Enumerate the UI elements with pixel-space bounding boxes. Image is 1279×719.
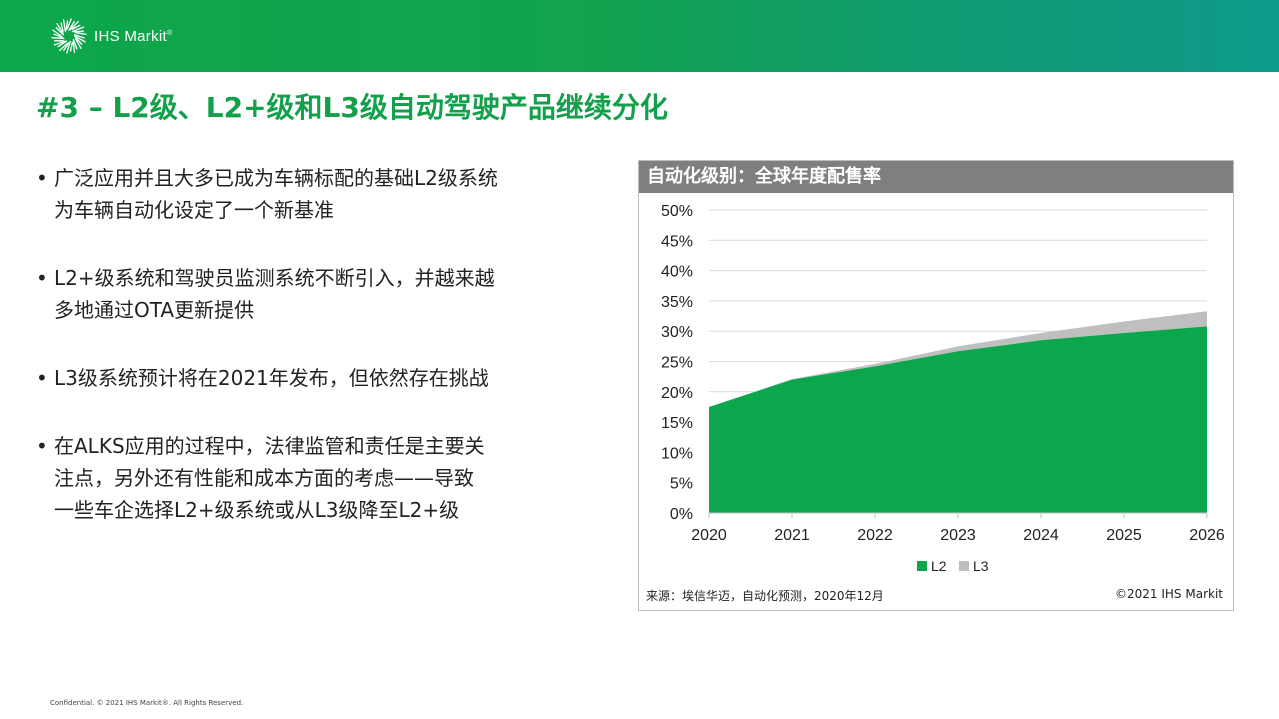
chart-copyright: ©2021 IHS Markit — [1115, 587, 1223, 601]
y-tick-label: 0% — [670, 506, 693, 523]
x-tick-label: 2020 — [691, 527, 727, 544]
bullet-item: • L3级系统预计将在2021年发布，但依然存在挑战 — [34, 362, 614, 394]
logo-ray — [74, 35, 86, 43]
y-tick-label: 20% — [661, 385, 693, 402]
slide-title: #3 – L2级、L2+级和L3级自动驾驶产品继续分化 — [36, 91, 668, 124]
x-tick-label: 2023 — [940, 527, 976, 544]
y-tick-label: 10% — [661, 445, 693, 462]
logo-ray — [53, 40, 66, 46]
bullet-item: • 广泛应用并且大多已成为车辆标配的基础L2级系统 为车辆自动化设定了一个新基准 — [34, 162, 614, 226]
legend-swatch-l2 — [917, 561, 927, 571]
logo-ray — [75, 38, 82, 49]
bullet-line: L2+级系统和驾驶员监测系统不断引入，并越来越 — [54, 266, 495, 290]
logo-ray — [74, 36, 83, 45]
legend-label-l3: L3 — [973, 558, 989, 574]
series-area-l3 — [709, 311, 1207, 407]
bullet-dot-icon: • — [36, 166, 48, 190]
bullet-item: • 在ALKS应用的过程中，法律监管和责任是主要关 注点，另外还有性能和成本方面的考… — [34, 430, 614, 526]
x-tick-label: 2026 — [1189, 527, 1225, 544]
chart-source: 来源：埃信华迈，自动化预测，2020年12月 — [646, 589, 884, 603]
x-tick-label: 2021 — [774, 527, 810, 544]
bullet-line: 注点，另外还有性能和成本方面的考虑——导致 — [54, 466, 474, 490]
logo-ray — [71, 26, 85, 33]
logo-ray — [72, 40, 76, 53]
starburst-logo-icon — [51, 18, 87, 54]
logo-ray — [51, 37, 65, 40]
bullet-line: 为车辆自动化设定了一个新基准 — [54, 198, 334, 222]
bullet-line: 一些车企选择L2+级系统或从L3级降至L2+级 — [54, 498, 460, 522]
legend-label-l2: L2 — [931, 558, 947, 574]
logo-ray — [66, 40, 71, 54]
y-tick-label: 25% — [661, 355, 693, 372]
logo-ray — [56, 23, 64, 34]
bullet-line: 多地通过OTA更新提供 — [54, 298, 255, 322]
legend-swatch-l3 — [959, 561, 969, 571]
x-tick-label: 2025 — [1106, 527, 1142, 544]
logo-ray — [60, 22, 64, 32]
y-tick-label: 50% — [661, 203, 693, 220]
y-tick-label: 35% — [661, 294, 693, 311]
logo-ray — [68, 21, 75, 31]
series-area-l2 — [709, 326, 1207, 513]
logo-ray — [59, 42, 68, 52]
chart-header: 自动化级别：全球年度配售率 — [639, 161, 1233, 193]
logo-ray — [69, 20, 79, 31]
logo-ray — [55, 27, 65, 36]
x-tick-label: 2024 — [1023, 527, 1059, 544]
logo-ray — [73, 30, 85, 33]
bullet-line: 广泛应用并且大多已成为车辆标配的基础L2级系统 — [54, 166, 498, 190]
logo-ray — [52, 29, 63, 37]
y-tick-label: 30% — [661, 324, 693, 341]
bullet-line: 在ALKS应用的过程中，法律监管和责任是主要关 — [54, 434, 485, 458]
ihs-markit-logo: IHS Markit® — [50, 16, 172, 56]
logo-ray — [62, 19, 67, 33]
logo-ray — [65, 20, 69, 31]
brand-name: IHS Markit® — [94, 27, 173, 45]
chart-panel: 自动化级别：全球年度配售率 0% 5% 10% 15% 20% 25% 30% 35% 40% 4… — [638, 160, 1234, 611]
bullet-line: L3级系统预计将在2021年发布，但依然存在挑战 — [54, 366, 489, 390]
logo-ray — [75, 32, 87, 35]
x-tick-label: 2022 — [857, 527, 893, 544]
y-tick-label: 15% — [661, 415, 693, 432]
y-tick-label: 40% — [661, 264, 693, 281]
logo-ray — [72, 38, 78, 50]
footer-confidential: Confidential. © 2021 IHS Markit®. All Ri… — [50, 699, 244, 707]
y-tick-label: 45% — [661, 233, 693, 250]
logo-ray — [69, 42, 73, 52]
logo-ray — [57, 40, 68, 48]
bullet-dot-icon: • — [36, 266, 48, 290]
logo-ray — [53, 33, 64, 39]
bullet-dot-icon: • — [36, 366, 48, 390]
bullet-dot-icon: • — [36, 434, 48, 458]
logo-ray — [73, 34, 85, 39]
area-chart: 0% 5% 10% 15% 20% 25% 30% 35% 40% 45% 50% 2020 2021 2… — [661, 203, 1225, 574]
bullet-list: • 广泛应用并且大多已成为车辆标配的基础L2级系统 为车辆自动化设定了一个新基准 • L… — [34, 162, 614, 562]
logo-ray — [63, 41, 70, 51]
bullet-item: • L2+级系统和驾驶员监测系统不断引入，并越来越 多地通过OTA更新提供 — [34, 262, 614, 326]
logo-ray — [71, 24, 81, 30]
header-bar: IHS Markit® — [0, 0, 1279, 72]
y-tick-label: 5% — [670, 476, 693, 493]
logo-ray — [66, 18, 72, 30]
